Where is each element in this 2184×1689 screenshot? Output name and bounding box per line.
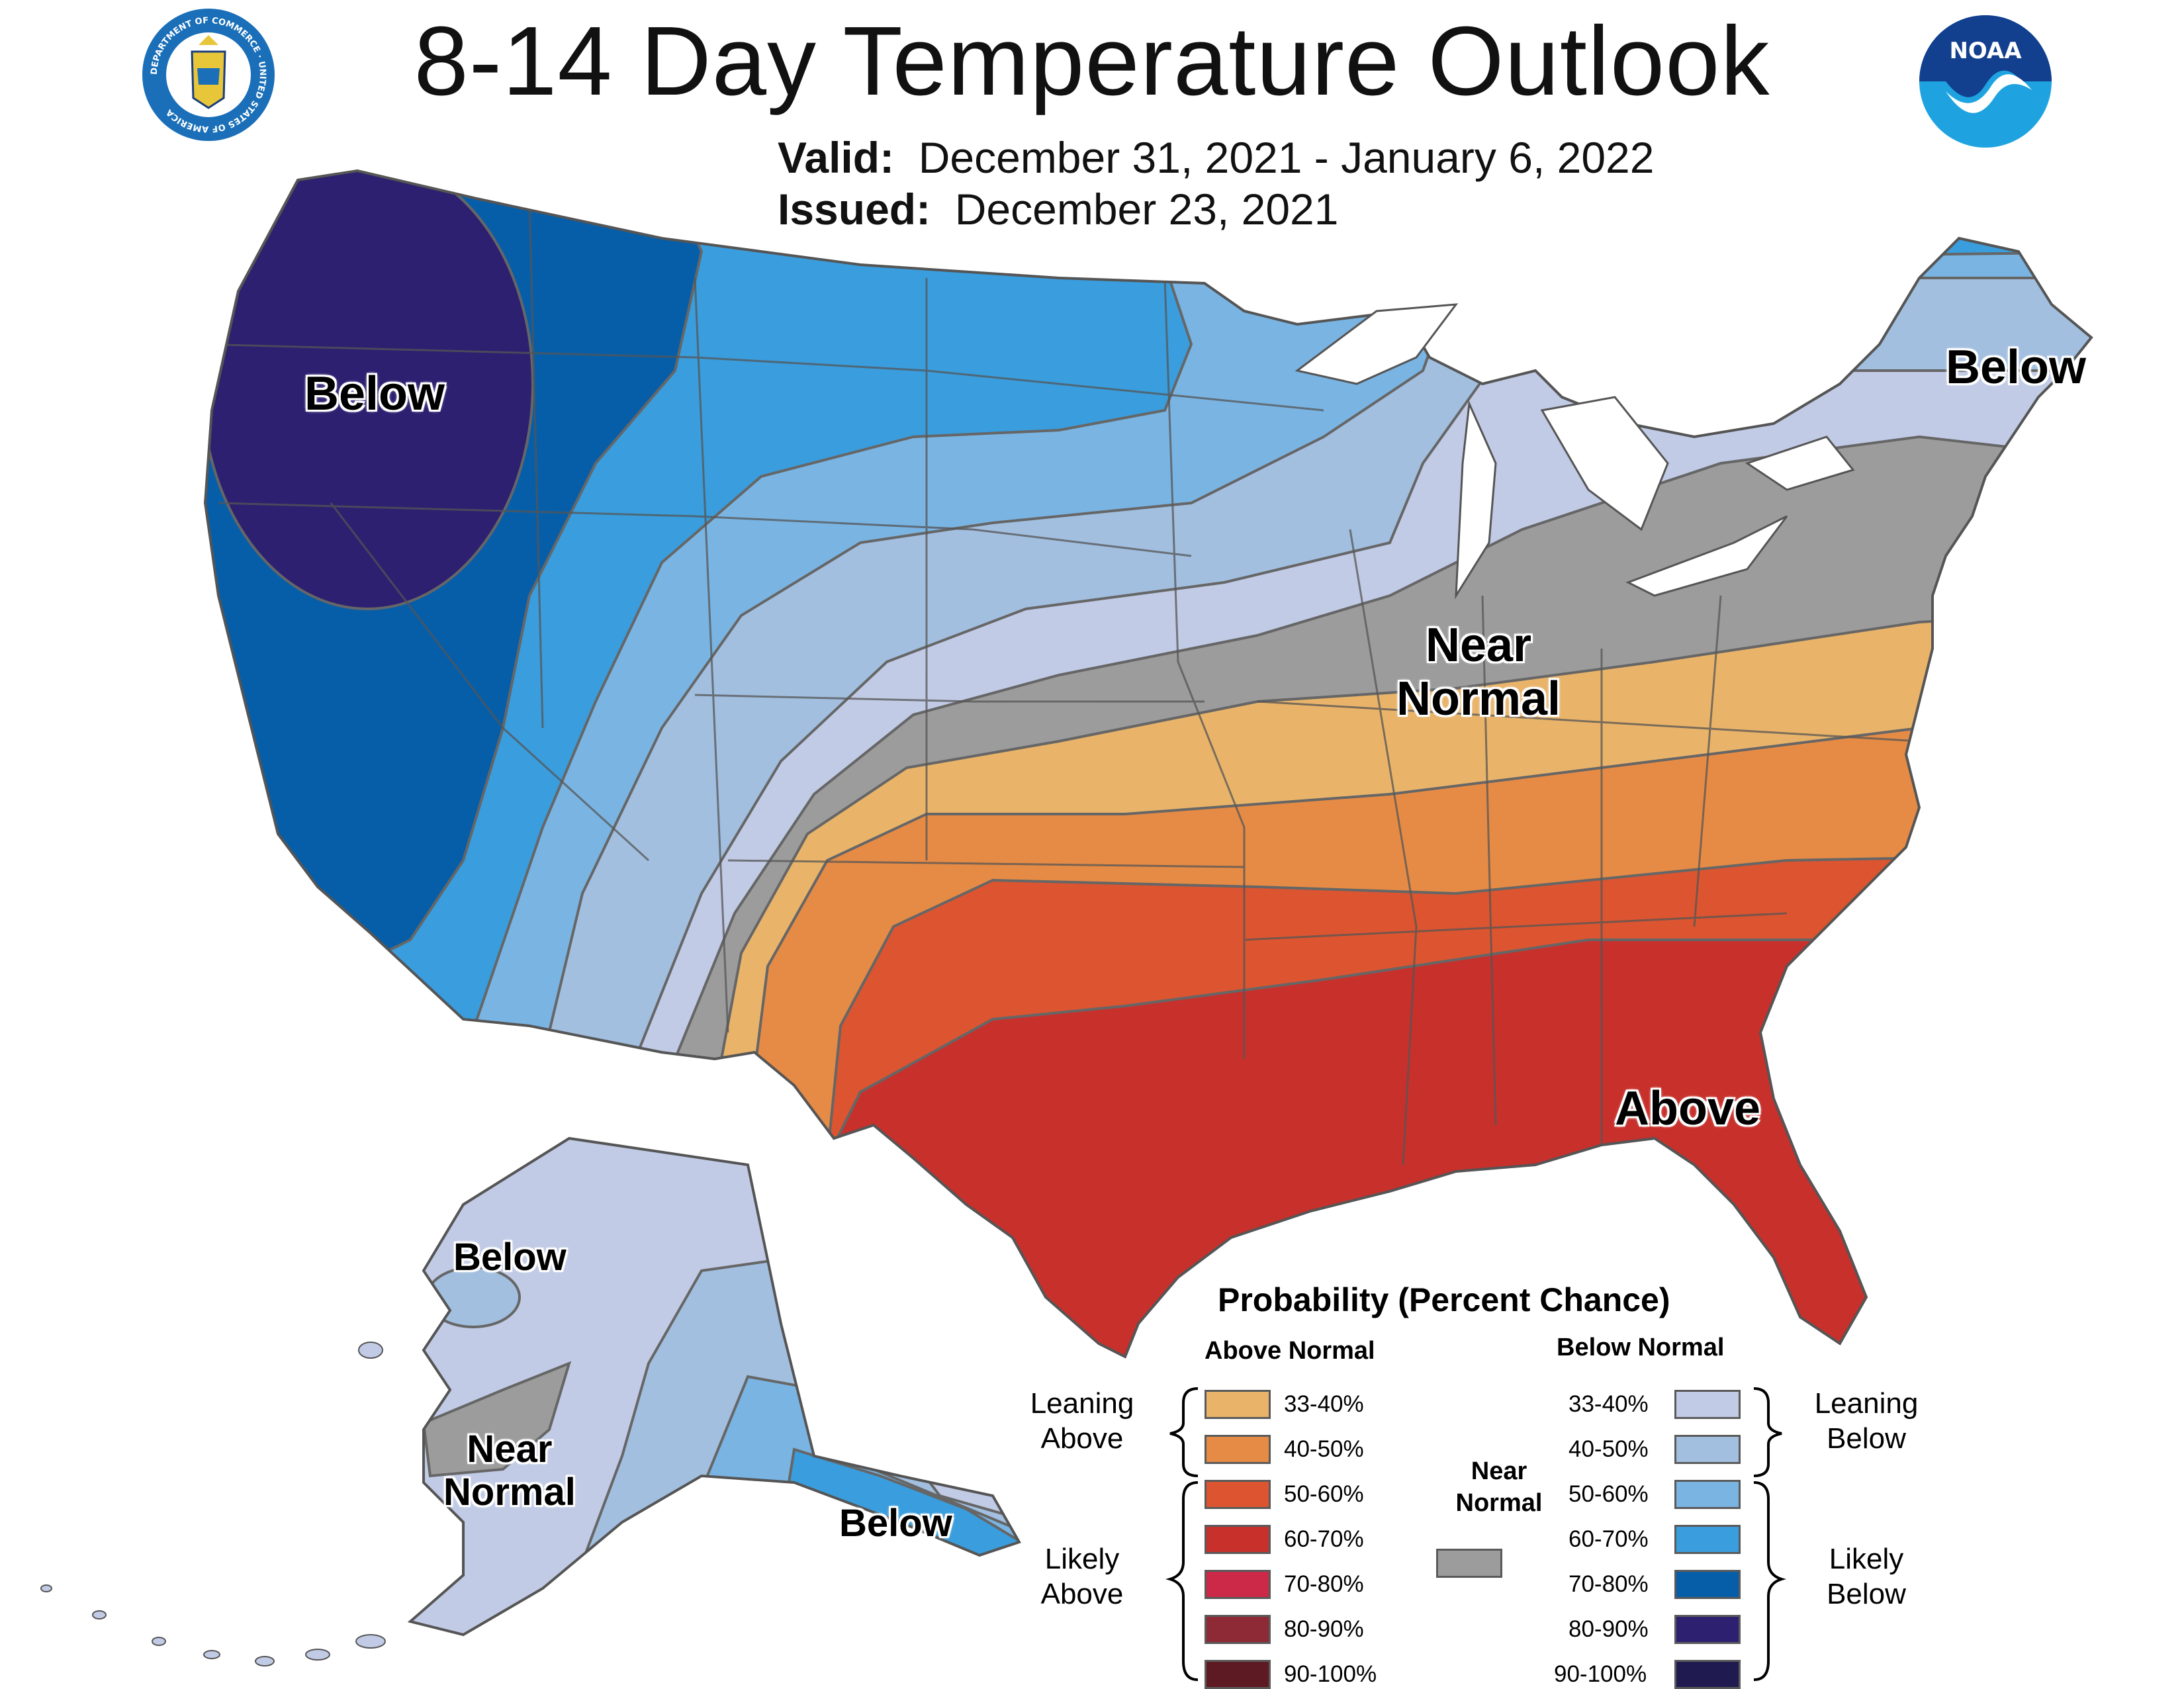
legend-swatch-below-40-50 [1674,1435,1741,1464]
legend-swatch-below-33-40 [1674,1390,1741,1419]
legend-leaning-above: Leaning Above [1030,1387,1134,1455]
legend-swatch-below-80-90 [1674,1615,1741,1644]
legend-pct-below: 33-40% [1569,1391,1649,1417]
legend-swatch-below-50-60 [1674,1480,1741,1509]
legend-swatch-above-80-90 [1205,1615,1271,1644]
valid-value: December 31, 2021 - January 6, 2022 [918,133,1655,182]
legend-pct-above: 40-50% [1284,1436,1364,1462]
legend-swatch-above-33-40 [1205,1390,1271,1419]
region-label-northeast-below: Below [1946,341,2087,394]
svg-text:NOAA: NOAA [1949,38,2022,64]
page-title: 8-14 Day Temperature Outlook [414,7,1770,116]
commerce-seal-icon: DEPARTMENT OF COMMERCE · UNITED STATES O… [139,5,278,144]
legend-pct-above: 70-80% [1284,1571,1364,1597]
legend-pct-above: 90-100% [1284,1661,1377,1687]
issued-label: Issued: [778,185,931,234]
legend-swatch-above-70-80 [1205,1570,1271,1599]
region-label-alaska-below-south: Below [839,1502,952,1545]
legend-swatch-above-60-70 [1205,1525,1271,1554]
legend-swatch-above-50-60 [1205,1480,1271,1509]
legend-likely-above: Likely Above [1040,1543,1124,1610]
legend-pct-below: 40-50% [1569,1436,1649,1462]
legend-likely-below: Likely Below [1827,1543,1906,1610]
issued-value: December 23, 2021 [954,185,1339,234]
legend-pct-below: 90-100% [1554,1661,1647,1687]
legend-braces-above [1165,1387,1199,1681]
legend-pct-above: 80-90% [1284,1616,1364,1642]
legend-swatch-above-90-100 [1205,1660,1271,1689]
legend-pct-above: 50-60% [1284,1481,1364,1507]
legend-pct-below: 60-70% [1569,1526,1649,1552]
region-label-southeast-above: Above [1615,1082,1761,1135]
region-label-west-below: Below [304,367,445,420]
legend-swatch-below-90-100 [1674,1660,1741,1689]
legend-pct-below: 50-60% [1569,1481,1649,1507]
legend-pct-below: 70-80% [1569,1571,1649,1597]
legend-pct-above: 60-70% [1284,1526,1364,1552]
legend-swatch-below-60-70 [1674,1525,1741,1554]
legend-swatch-below-70-80 [1674,1570,1741,1599]
legend-below-header: Below Normal [1557,1334,1725,1361]
legend-leaning-below: Leaning Below [1814,1387,1919,1455]
legend-swatch-near-normal [1436,1549,1502,1578]
legend-swatch-above-40-50 [1205,1435,1271,1464]
noaa-logo-icon: NOAA [1916,12,2055,151]
legend-pct-below: 80-90% [1569,1616,1649,1642]
valid-label: Valid: [778,133,895,182]
legend-above-header: Above Normal [1205,1337,1375,1365]
legend-near-normal-header: Near Normal [1455,1457,1543,1517]
region-label-alaska-near-normal: Near Normal [443,1428,576,1514]
issued-line: Issued: December 23, 2021 [778,184,1338,234]
legend-pct-above: 33-40% [1284,1391,1364,1417]
legend-braces-below [1753,1387,1786,1681]
legend-title: Probability (Percent Chance) [1218,1281,1670,1318]
valid-line: Valid: December 31, 2021 - January 6, 20… [778,132,1654,183]
region-label-near-normal: Near Normal [1396,619,1561,725]
region-label-alaska-below-north: Below [453,1236,567,1279]
